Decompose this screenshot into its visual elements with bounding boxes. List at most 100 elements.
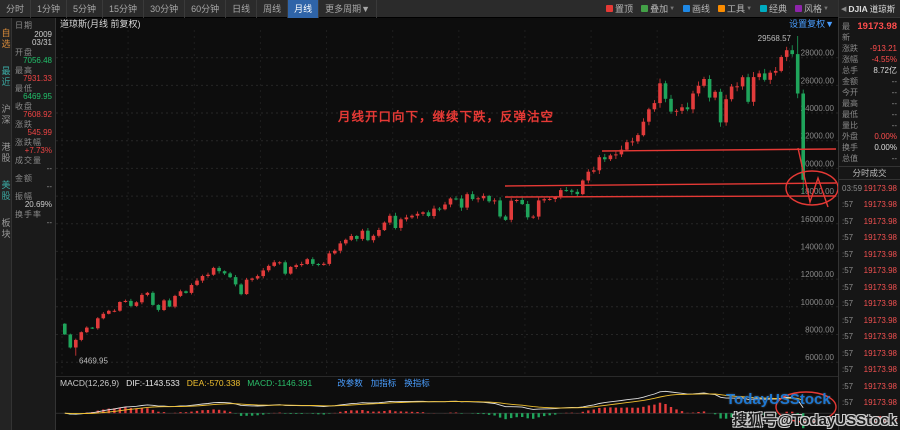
macd-dif-value: DIF:-1143.533 xyxy=(126,377,180,388)
svg-text:20000.00: 20000.00 xyxy=(801,159,835,168)
toolbar-button-画线[interactable]: 画线 xyxy=(679,2,714,15)
chart-title: 道琼斯(月线 前复权) xyxy=(60,19,141,29)
tape-row[interactable]: :57 19173.98 xyxy=(842,200,897,210)
macd-dea-value: DEA:-570.338 xyxy=(186,377,241,388)
macd-header: MACD(12,26,9) DIF:-1143.533 DEA:-570.338… xyxy=(56,376,838,388)
peak-price-label: 29568.57 xyxy=(758,34,792,43)
tab-月线[interactable]: 月线 xyxy=(288,0,320,18)
tab-15分钟[interactable]: 15分钟 xyxy=(103,0,145,18)
left-nav-最近[interactable]: 最近 xyxy=(0,66,11,88)
left-nav-自选[interactable]: 自选 xyxy=(0,28,11,50)
tape-row[interactable]: :57 19173.98 xyxy=(842,332,897,342)
tab-5分钟[interactable]: 5分钟 xyxy=(67,0,104,18)
tape-row[interactable]: :57 19173.98 xyxy=(842,365,897,375)
period-tabs: 分时 1分钟 5分钟 15分钟 30分钟 60分钟 日线 周线 月线 更多周期▼ xyxy=(0,0,378,18)
svg-text:12000.00: 12000.00 xyxy=(801,270,835,279)
info-row-最低: 最低 6469.95 xyxy=(15,83,52,101)
info-row-涨跌幅: 涨跌幅 +7.73% xyxy=(15,137,52,155)
tab-周线[interactable]: 周线 xyxy=(257,0,289,18)
quote-row-总值: 总值 -- xyxy=(842,154,897,163)
quote-row-总手: 总手 8.72亿 xyxy=(842,66,897,75)
quote-row-今开: 今开 -- xyxy=(842,88,897,97)
info-row-金额: 金额 -- xyxy=(15,173,52,191)
info-row-收盘: 收盘 7608.92 xyxy=(15,101,52,119)
置顶-icon xyxy=(606,5,614,12)
quote-row-外盘: 外盘 0.00% xyxy=(842,132,897,141)
quote-code: DJIA xyxy=(848,3,868,14)
toolbar-button-工具[interactable]: 工具 ▼ xyxy=(714,2,756,15)
info-row-换手率: 换手率 -- xyxy=(15,209,52,227)
tape-list: 03:59 19173.98 :57 19173.98 :57 19173.98 :57 19… xyxy=(839,180,900,428)
chart-zone: 道琼斯(月线 前复权) 设置复权▼ 28000.00 26000.00 24000.… xyxy=(56,18,838,430)
info-row-振幅: 振幅 20.69% xyxy=(15,191,52,209)
toolbar-button-风格[interactable]: 风格 ▼ xyxy=(791,2,833,15)
tab-更多周期[interactable]: 更多周期▼ xyxy=(319,0,378,18)
svg-text:14000.00: 14000.00 xyxy=(801,242,835,251)
quote-row-涨幅: 涨幅 -4.55% xyxy=(842,55,897,64)
tab-30分钟[interactable]: 30分钟 xyxy=(144,0,186,18)
quote-row-最低: 最低 -- xyxy=(842,110,897,119)
tape-title[interactable]: 分时成交 xyxy=(839,166,900,180)
tape-row[interactable]: :57 19173.98 xyxy=(842,233,897,243)
画线-icon xyxy=(683,5,691,12)
stock-info-panel: 日期 2009 03/31 开盘 7056.48 最高 7931.33 最低 6469.95 收盘… xyxy=(12,18,56,430)
quote-row-金额: 金额 -- xyxy=(842,77,897,86)
风格-icon xyxy=(795,5,803,12)
left-nav-板块[interactable]: 板块 xyxy=(0,218,11,240)
watermark-souhu: 搜狐号@TodayUSStock xyxy=(732,412,897,429)
svg-text:26000.00: 26000.00 xyxy=(801,76,835,85)
toolbar-button-置顶[interactable]: 置顶 xyxy=(602,2,637,15)
quote-row-涨跌: 涨跌 -913.21 xyxy=(842,44,897,53)
tape-row[interactable]: :57 19173.98 xyxy=(842,216,897,226)
info-row-日期: 日期 2009 03/31 xyxy=(15,21,52,47)
svg-text:8000.00: 8000.00 xyxy=(805,326,834,335)
quote-row-最高: 最高 -- xyxy=(842,99,897,108)
toolbar-actions: 置顶 叠加 ▼ 画线 工具 ▼ 经典 风格 ▼ xyxy=(602,2,838,15)
叠加-icon xyxy=(641,5,649,12)
period-toolbar: 分时 1分钟 5分钟 15分钟 30分钟 60分钟 日线 周线 月线 更多周期▼ 置顶 叠加 ▼ 画线工… xyxy=(0,0,838,18)
tab-1分钟[interactable]: 1分钟 xyxy=(31,0,68,18)
tape-row[interactable]: :57 19173.98 xyxy=(842,249,897,259)
adjust-settings-link[interactable]: 设置复权▼ xyxy=(789,19,834,29)
chart-header: 道琼斯(月线 前复权) 设置复权▼ xyxy=(56,18,838,30)
quote-panel: ◀ DJIA 道琼斯 最新 19173.98 涨跌 -913.21 涨幅 -4.55% 总手… xyxy=(838,0,900,430)
macd-link-加指标[interactable]: 加指标 xyxy=(370,377,397,388)
left-nav-沪深[interactable]: 沪深 xyxy=(0,104,11,126)
info-row-成交量: 成交量 -- xyxy=(15,155,52,173)
left-nav-strip: 自选最近沪深港股美股板块 xyxy=(0,18,12,430)
tape-row[interactable]: :57 19173.98 xyxy=(842,398,897,408)
low-price-label: 6469.95 xyxy=(79,357,108,366)
quote-row-量比: 量比 -- xyxy=(842,121,897,130)
svg-text:22000.00: 22000.00 xyxy=(801,132,835,141)
tab-日线[interactable]: 日线 xyxy=(226,0,258,18)
macd-link-换指标[interactable]: 换指标 xyxy=(404,377,430,388)
info-row-开盘: 开盘 7056.48 xyxy=(15,47,52,65)
toolbar-button-叠加[interactable]: 叠加 ▼ xyxy=(637,2,679,15)
svg-text:24000.00: 24000.00 xyxy=(801,104,835,113)
svg-text:6000.00: 6000.00 xyxy=(805,353,834,362)
macd-hist-value: MACD:-1146.391 xyxy=(247,377,313,388)
tape-row[interactable]: :57 19173.98 xyxy=(842,299,897,309)
left-nav-美股[interactable]: 美股 xyxy=(0,180,11,202)
quote-rows: 最新 19173.98 涨跌 -913.21 涨幅 -4.55% 总手 8.72亿 金额 -- 今开… xyxy=(839,18,900,164)
macd-formula: MACD(12,26,9) xyxy=(60,377,120,388)
经典-icon xyxy=(760,5,768,12)
tab-60分钟[interactable]: 60分钟 xyxy=(185,0,227,18)
quote-header[interactable]: ◀ DJIA 道琼斯 xyxy=(839,0,900,18)
tape-row[interactable]: :57 19173.98 xyxy=(842,381,897,391)
tape-row[interactable]: :57 19173.98 xyxy=(842,315,897,325)
macd-link-改参数[interactable]: 改参数 xyxy=(337,377,363,388)
quote-row-最新: 最新 19173.98 xyxy=(842,21,897,42)
macd-chart[interactable] xyxy=(56,388,838,430)
tape-row[interactable]: :57 19173.98 xyxy=(842,282,897,292)
candlestick-chart[interactable]: 28000.00 26000.00 24000.00 22000.00 20000.00… xyxy=(56,30,838,376)
info-row-涨跌: 涨跌 545.99 xyxy=(15,119,52,137)
tape-row[interactable]: :57 19173.98 xyxy=(842,414,897,424)
toolbar-button-经典[interactable]: 经典 xyxy=(756,2,791,15)
tape-row[interactable]: :57 19173.98 xyxy=(842,266,897,276)
tape-row[interactable]: 03:59 19173.98 xyxy=(842,183,897,193)
tape-row[interactable]: :57 19173.98 xyxy=(842,348,897,358)
tab-分时[interactable]: 分时 xyxy=(0,0,32,18)
left-nav-港股[interactable]: 港股 xyxy=(0,142,11,164)
back-icon[interactable]: ◀ xyxy=(841,5,847,13)
